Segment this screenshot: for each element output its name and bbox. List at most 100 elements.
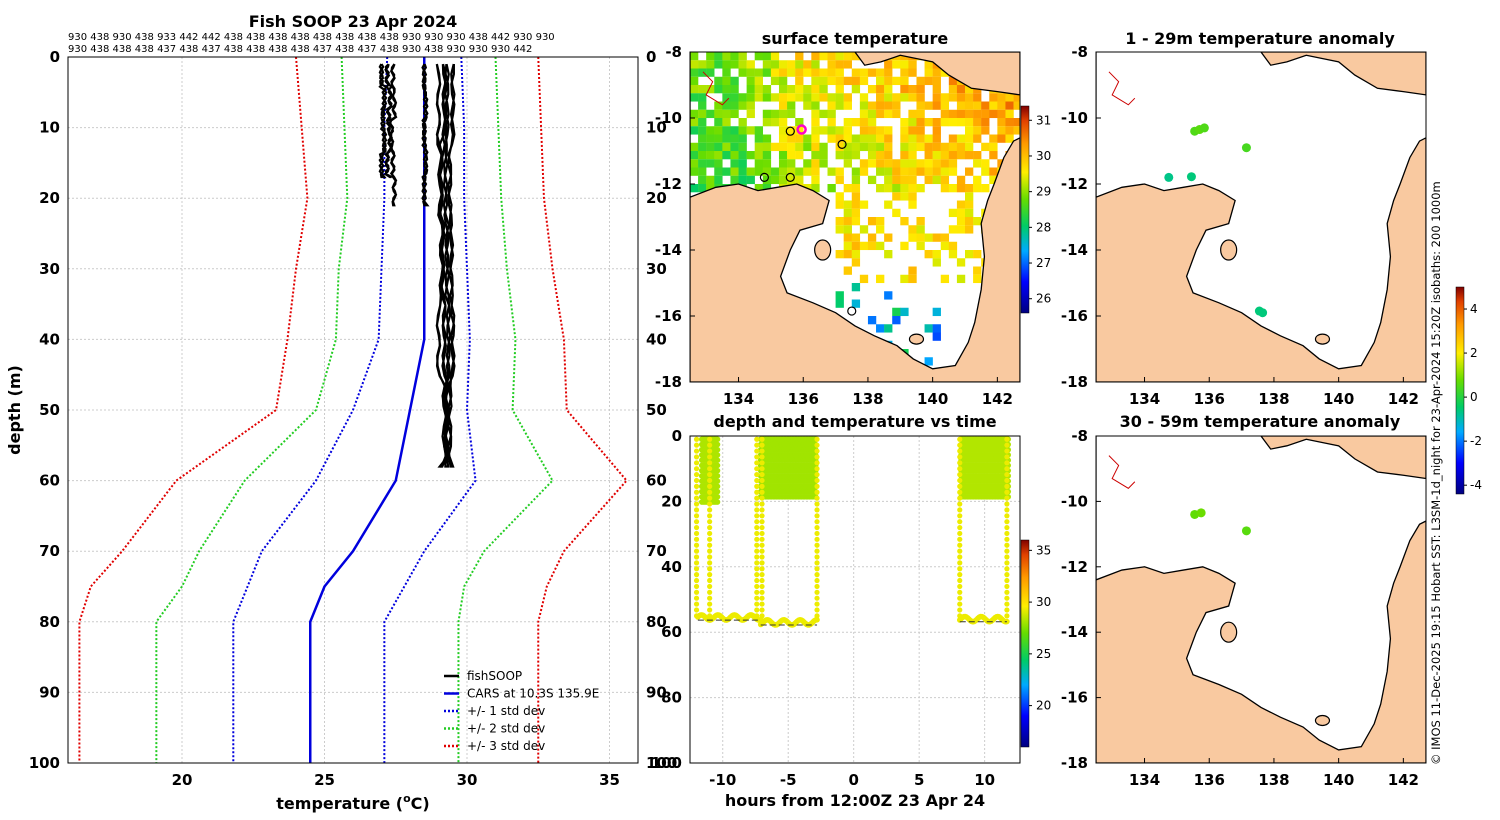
descent-point bbox=[1004, 519, 1010, 525]
sst-cell bbox=[706, 184, 715, 193]
descent-point bbox=[814, 595, 820, 601]
sst-cell bbox=[948, 109, 958, 119]
descent-point bbox=[759, 542, 765, 548]
land-polygon bbox=[690, 52, 1020, 382]
sst-cell bbox=[803, 167, 812, 176]
sst-cell bbox=[908, 266, 917, 275]
sst-cell bbox=[843, 151, 852, 160]
map-ytick-label: -8 bbox=[1071, 43, 1088, 61]
sst-cell bbox=[908, 225, 917, 234]
descent-point bbox=[759, 548, 765, 554]
sst-cell bbox=[843, 200, 852, 209]
sst-cell bbox=[698, 142, 707, 152]
sst-ticks: 134 136 138 140 142 -8 -10 -12 -14 -16 -18 bbox=[655, 43, 1013, 408]
sst-cell bbox=[795, 175, 804, 185]
sst-cell bbox=[811, 68, 820, 77]
sst-cell bbox=[916, 233, 925, 242]
map-xtick-label: 134 bbox=[1129, 390, 1160, 408]
sst-cell bbox=[973, 101, 982, 110]
descent-point bbox=[1004, 548, 1010, 554]
profile-ytick-label: 100 bbox=[29, 754, 60, 772]
descent-point bbox=[1004, 595, 1010, 601]
sst-cell bbox=[884, 93, 893, 102]
sst-cell bbox=[956, 151, 966, 160]
sst-cell bbox=[973, 184, 982, 193]
descent-point bbox=[1004, 589, 1010, 595]
sst-cell bbox=[973, 266, 982, 275]
descent-point bbox=[957, 566, 963, 572]
descent-point bbox=[693, 548, 700, 554]
profile-ytick-label-right: 20 bbox=[646, 189, 667, 207]
sst-cell bbox=[989, 93, 998, 102]
sst-cell bbox=[924, 324, 933, 333]
sst-cell bbox=[867, 217, 877, 226]
descent-point bbox=[707, 613, 713, 619]
sst-cell bbox=[811, 76, 820, 86]
sst-cell bbox=[754, 167, 764, 176]
descent-point bbox=[759, 566, 765, 572]
descent-point bbox=[814, 495, 820, 501]
sst-cell bbox=[722, 142, 731, 152]
sst-cell bbox=[859, 109, 869, 119]
sst-cell bbox=[714, 76, 723, 86]
descent-point bbox=[759, 442, 765, 448]
sst-cell bbox=[778, 85, 788, 94]
sst-cell bbox=[851, 76, 861, 86]
sst-cell bbox=[940, 167, 950, 176]
descent-point bbox=[707, 542, 713, 548]
sst-cell bbox=[956, 274, 966, 284]
sst-cell bbox=[981, 142, 990, 152]
station-marker bbox=[785, 172, 795, 182]
sst-cell bbox=[795, 142, 804, 152]
sst-cell bbox=[876, 324, 885, 333]
sst-cell bbox=[706, 85, 715, 94]
sst-cell bbox=[738, 52, 747, 61]
colorbar-tick-label: 27 bbox=[1036, 256, 1051, 270]
sst-cell bbox=[690, 142, 699, 152]
sst-cell bbox=[851, 151, 861, 160]
sst-cell bbox=[730, 175, 739, 185]
sst-cell bbox=[746, 126, 755, 135]
sst-cell bbox=[973, 126, 982, 135]
descent-point bbox=[957, 607, 963, 613]
sst-cell bbox=[795, 60, 804, 69]
sst-cell bbox=[835, 126, 844, 135]
sst-cell bbox=[754, 52, 764, 61]
descent-point bbox=[693, 519, 700, 525]
sst-cell bbox=[916, 142, 925, 152]
sst-cell bbox=[981, 101, 990, 110]
sst-cell bbox=[730, 109, 739, 119]
descent-point bbox=[707, 524, 713, 531]
sst-cell bbox=[819, 109, 828, 119]
descent-point bbox=[957, 524, 963, 531]
sst-cell bbox=[900, 142, 909, 152]
sst-cell bbox=[932, 159, 941, 168]
sst-cell bbox=[778, 60, 788, 69]
descent-point bbox=[754, 572, 760, 578]
sst-cell bbox=[778, 101, 788, 110]
timeseries-ytick-label: 60 bbox=[661, 623, 682, 641]
sst-cell bbox=[827, 101, 836, 110]
sst-cell bbox=[892, 60, 901, 69]
sst-cell bbox=[867, 241, 877, 251]
sst-cell bbox=[892, 184, 901, 193]
sst-cell bbox=[851, 250, 861, 259]
descent-point bbox=[957, 495, 963, 501]
sst-cell bbox=[706, 109, 715, 119]
descent-point bbox=[814, 442, 820, 448]
sst-cell bbox=[932, 307, 941, 317]
colorbar-tick-label: -4 bbox=[1470, 478, 1482, 492]
descent-point bbox=[759, 595, 765, 601]
descent-point bbox=[693, 471, 700, 478]
profile-top-labels-row1: 930 438 930 438 933 442 442 438 438 438 … bbox=[68, 32, 555, 43]
sst-cell bbox=[884, 233, 893, 242]
sst-cell bbox=[908, 200, 917, 209]
sst-cell bbox=[876, 142, 885, 152]
sst-cell bbox=[795, 68, 804, 77]
descent-point bbox=[693, 507, 700, 513]
sst-cell bbox=[811, 151, 820, 160]
sst-cell bbox=[754, 159, 764, 168]
descent-point bbox=[693, 454, 700, 460]
legend-label: +/- 1 std dev bbox=[467, 704, 545, 718]
